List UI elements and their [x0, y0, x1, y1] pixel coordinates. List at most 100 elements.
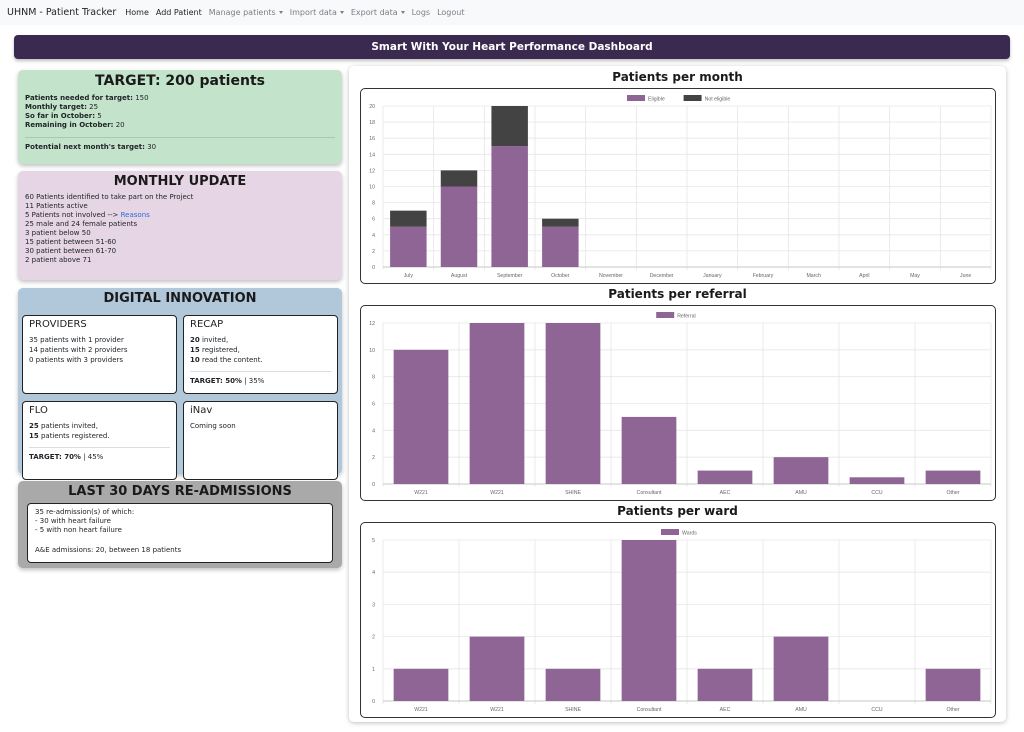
recap-target-actual: | 35% [241, 377, 265, 385]
recap-read-text: read the content. [199, 356, 263, 364]
x-tick-label: January [703, 273, 722, 279]
nav-add-patient[interactable]: Add Patient [155, 8, 202, 17]
dashboard-header: Smart With Your Heart Performance Dashbo… [14, 35, 1010, 59]
monthly-line-61-70: 30 patient between 61-70 [25, 247, 117, 255]
legend-label-0: Eligible [648, 97, 665, 103]
y-tick-label: 6 [372, 217, 375, 223]
recap-registered-text: registered, [199, 346, 240, 354]
target-so-far-label: So far in October: [25, 112, 96, 120]
monthly-line-above-71: 2 patient above 71 [25, 256, 92, 264]
bar-referral-4 [697, 470, 753, 484]
x-tick-label: CCU [871, 707, 882, 713]
digital-innovation-card: DIGITAL INNOVATION PROVIDERS 35 patients… [18, 288, 342, 480]
y-tick-label: 14 [369, 152, 375, 158]
nav-import-data[interactable]: Import data [290, 8, 344, 17]
y-tick-label: 2 [372, 249, 375, 255]
chart-ward-frame: Wards 0 1 2 3 4 5 W221 W221 SHINE Consultant AEC AMU… [360, 522, 996, 718]
x-tick-label: AMU [795, 490, 807, 496]
y-tick-label: 18 [369, 120, 375, 126]
providers-title: PROVIDERS [29, 319, 87, 330]
x-tick-label: July [404, 273, 414, 279]
providers-card: PROVIDERS 35 patients with 1 provider 14… [22, 315, 177, 394]
chart-referral-frame: Referral 0 2 4 6 8 10 12 W221 W221 SHINE Consultant… [360, 305, 996, 501]
target-needed-value: 150 [135, 94, 149, 102]
recap-target: TARGET: 50% | 35% [190, 376, 331, 386]
x-tick-label: October [551, 273, 570, 279]
bar-eligible-1 [440, 186, 478, 267]
nav-manage-patients-label: Manage patients [208, 8, 276, 17]
bar-wards-0 [393, 668, 449, 701]
providers-line-1: 35 patients with 1 provider [29, 336, 124, 344]
monthly-line-below-50: 3 patient below 50 [25, 229, 91, 237]
divider [29, 447, 170, 448]
reasons-link[interactable]: Reasons [120, 211, 150, 219]
monthly-update-card: MONTHLY UPDATE 60 Patients identified to… [18, 171, 342, 280]
chart-patients-per-month: Eligible Not eligible 0 2 4 6 8 10 12 14 16 18 20 Jul… [369, 95, 992, 279]
flo-target: TARGET: 70% | 45% [29, 452, 170, 462]
y-tick-label: 4 [372, 428, 375, 434]
target-next-value: 30 [147, 143, 157, 151]
x-tick-label: Consultant [637, 707, 662, 713]
flo-registered: 15 patients registered. [29, 431, 170, 441]
bar-referral-6 [849, 477, 905, 484]
x-tick-label: AMU [795, 707, 807, 713]
nav-home[interactable]: Home [125, 8, 149, 17]
nav-import-data-label: Import data [289, 8, 337, 17]
bar-wards-7 [925, 668, 981, 701]
x-tick-label: September [497, 273, 523, 279]
monthly-title: MONTHLY UPDATE [113, 174, 247, 189]
y-tick-label: 20 [369, 104, 375, 110]
inav-card: iNav Coming soon [183, 401, 338, 480]
bar-referral-5 [773, 457, 829, 484]
caret-down-icon [278, 11, 283, 14]
flo-card: FLO 25 patients invited, 15 patients reg… [22, 401, 177, 480]
x-tick-label: SHINE [565, 707, 581, 713]
x-tick-label: CCU [871, 490, 882, 496]
nav-logout[interactable]: Logout [437, 8, 465, 17]
x-tick-label: AEC [720, 490, 731, 496]
readmissions-title: LAST 30 DAYS RE-ADMISSIONS [68, 484, 292, 499]
recap-invited-count: 20 [190, 336, 200, 344]
bar-referral-3 [621, 416, 677, 484]
y-tick-label: 8 [372, 375, 375, 381]
inav-status: Coming soon [190, 422, 236, 430]
target-next-label: Potential next month's target: [25, 143, 145, 151]
recap-registered: 15 registered, [190, 345, 331, 355]
legend-label-0: Wards [682, 531, 697, 537]
bar-wards-1 [469, 636, 525, 701]
navbar: UHNM - Patient Tracker Home Add Patient … [0, 0, 1024, 25]
bar-referral-7 [925, 470, 981, 484]
x-tick-label: SHINE [565, 490, 581, 496]
readmissions-total: 35 re-admission(s) of which: [35, 508, 135, 516]
bar-eligible-3 [542, 226, 579, 267]
target-so-far-value: 5 [97, 112, 102, 120]
recap-invited-text: invited, [199, 336, 229, 344]
nav-logs[interactable]: Logs [411, 8, 431, 17]
bar-eligible-0 [390, 226, 427, 267]
nav-manage-patients[interactable]: Manage patients [209, 8, 283, 17]
y-tick-label: 12 [369, 168, 375, 174]
providers-line-2: 14 patients with 2 providers [29, 346, 128, 354]
y-tick-label: 2 [372, 635, 375, 641]
brand-link[interactable]: UHNM - Patient Tracker [7, 7, 117, 18]
divider [190, 371, 331, 372]
bar-wards-4 [697, 668, 753, 701]
chart-title-referral: Patients per referral [608, 287, 747, 301]
dashboard-title: Smart With Your Heart Performance Dashbo… [371, 41, 653, 53]
target-monthly: Monthly target: 25 [25, 103, 335, 112]
x-tick-label: W221 [414, 707, 428, 713]
flo-target-label: TARGET: 70% [29, 453, 81, 461]
flo-target-actual: | 45% [80, 453, 104, 461]
nav-export-data[interactable]: Export data [351, 8, 405, 17]
x-tick-label: April [859, 273, 869, 279]
y-tick-label: 4 [372, 233, 375, 239]
bar-not-eligible-3 [542, 218, 579, 227]
bar-referral-2 [545, 323, 601, 484]
bar-eligible-2 [491, 146, 528, 267]
monthly-line-active: 11 Patients active [25, 202, 88, 210]
providers-line-3: 0 patients with 3 providers [29, 356, 124, 364]
charts-panel: Patients per month Eligible Not eligible 0… [349, 66, 1006, 722]
monthly-not-involved-text: 5 Patients not involved --> [25, 211, 121, 219]
readmissions-heart-failure: - 30 with heart failure [35, 517, 111, 525]
recap-registered-count: 15 [190, 346, 200, 354]
